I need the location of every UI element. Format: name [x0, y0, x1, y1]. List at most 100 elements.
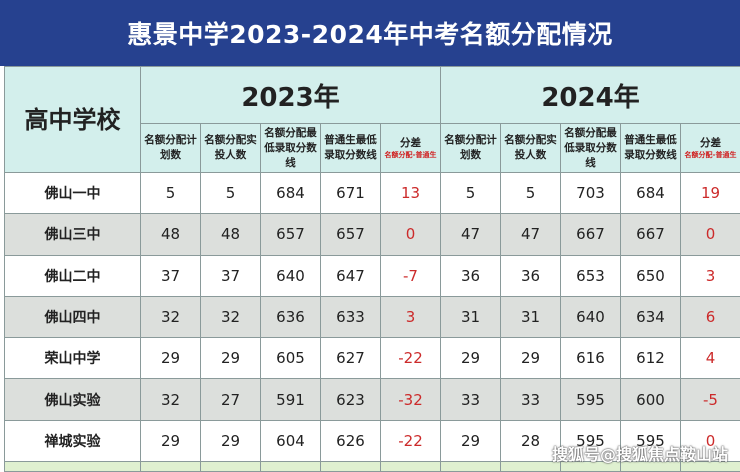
- value-cell: 640: [261, 255, 321, 296]
- diff-cell: 0: [681, 214, 740, 255]
- value-cell: 29: [141, 420, 201, 461]
- value-cell: 32: [141, 379, 201, 420]
- page-title: 惠景中学2023-2024年中考名额分配情况: [0, 0, 740, 66]
- value-cell: 595: [561, 379, 621, 420]
- empty-cell: [381, 462, 441, 472]
- column-label: 分差: [700, 137, 721, 149]
- value-cell: 47: [441, 214, 501, 255]
- diff-note: 名额分配-普通生: [381, 151, 440, 160]
- value-cell: 636: [261, 296, 321, 337]
- column-header: 分差名额分配-普通生: [381, 124, 441, 173]
- empty-cell: [141, 462, 201, 472]
- school-name: 佛山二中: [5, 255, 141, 296]
- value-cell: 650: [621, 255, 681, 296]
- column-label: 名额分配计划数: [144, 134, 197, 161]
- school-name: 佛山三中: [5, 214, 141, 255]
- diff-cell: -22: [381, 420, 441, 461]
- value-cell: 31: [441, 296, 501, 337]
- value-cell: 5: [141, 173, 201, 214]
- column-label: 名额分配实投人数: [204, 134, 257, 161]
- value-cell: 31: [501, 296, 561, 337]
- diff-cell: 6: [681, 296, 740, 337]
- value-cell: 591: [261, 379, 321, 420]
- value-cell: 29: [441, 338, 501, 379]
- column-label: 普通生最低录取分数线: [624, 134, 677, 161]
- year-header-2023: 2023年: [141, 67, 441, 124]
- column-header: 普通生最低录取分数线: [621, 124, 681, 173]
- column-header: 普通生最低录取分数线: [321, 124, 381, 173]
- value-cell: 29: [201, 420, 261, 461]
- value-cell: 36: [441, 255, 501, 296]
- value-cell: 27: [201, 379, 261, 420]
- value-cell: 29: [141, 338, 201, 379]
- value-cell: 657: [321, 214, 381, 255]
- value-cell: 37: [141, 255, 201, 296]
- column-header: 名额分配实投人数: [501, 124, 561, 173]
- column-label: 名额分配最低录取分数线: [264, 127, 317, 169]
- value-cell: 604: [261, 420, 321, 461]
- column-label: 名额分配计划数: [444, 134, 497, 161]
- diff-note: 名额分配-普通生: [681, 151, 740, 160]
- value-cell: 684: [621, 173, 681, 214]
- diff-cell: 0: [381, 214, 441, 255]
- school-header: 高中学校: [5, 67, 141, 173]
- diff-cell: -32: [381, 379, 441, 420]
- value-cell: 600: [621, 379, 681, 420]
- value-cell: 29: [501, 338, 561, 379]
- school-name: 佛山四中: [5, 296, 141, 337]
- value-cell: 627: [321, 338, 381, 379]
- column-header: 名额分配计划数: [141, 124, 201, 173]
- year-header-2024: 2024年: [441, 67, 740, 124]
- column-label: 名额分配最低录取分数线: [564, 127, 617, 169]
- watermark: 搜狐号@搜狐焦点鞍山站: [552, 441, 728, 465]
- school-name: 佛山实验: [5, 379, 141, 420]
- empty-cell: [441, 462, 501, 472]
- value-cell: 47: [501, 214, 561, 255]
- value-cell: 32: [141, 296, 201, 337]
- column-header: 名额分配计划数: [441, 124, 501, 173]
- value-cell: 653: [561, 255, 621, 296]
- value-cell: 5: [501, 173, 561, 214]
- school-name: 禅城实验: [5, 420, 141, 461]
- school-name: 佛山一中: [5, 173, 141, 214]
- value-cell: 5: [441, 173, 501, 214]
- value-cell: 667: [561, 214, 621, 255]
- value-cell: 48: [201, 214, 261, 255]
- value-cell: 5: [201, 173, 261, 214]
- quota-table: 高中学校 2023年 2024年 名额分配计划数名额分配实投人数名额分配最低录取…: [4, 66, 740, 472]
- empty-cell: [201, 462, 261, 472]
- diff-cell: -5: [681, 379, 740, 420]
- value-cell: 616: [561, 338, 621, 379]
- value-cell: 623: [321, 379, 381, 420]
- value-cell: 48: [141, 214, 201, 255]
- value-cell: 29: [201, 338, 261, 379]
- value-cell: 605: [261, 338, 321, 379]
- value-cell: 634: [621, 296, 681, 337]
- empty-cell: [321, 462, 381, 472]
- value-cell: 29: [441, 420, 501, 461]
- value-cell: 612: [621, 338, 681, 379]
- diff-cell: -22: [381, 338, 441, 379]
- column-label: 普通生最低录取分数线: [324, 134, 377, 161]
- value-cell: 626: [321, 420, 381, 461]
- value-cell: 684: [261, 173, 321, 214]
- value-cell: 36: [501, 255, 561, 296]
- column-header: 名额分配最低录取分数线: [261, 124, 321, 173]
- value-cell: 657: [261, 214, 321, 255]
- column-label: 名额分配实投人数: [504, 134, 557, 161]
- value-cell: 33: [441, 379, 501, 420]
- value-cell: 647: [321, 255, 381, 296]
- diff-cell: 4: [681, 338, 740, 379]
- empty-cell: [261, 462, 321, 472]
- value-cell: 32: [201, 296, 261, 337]
- value-cell: 671: [321, 173, 381, 214]
- diff-cell: -7: [381, 255, 441, 296]
- column-label: 分差: [400, 137, 421, 149]
- value-cell: 33: [501, 379, 561, 420]
- diff-cell: 3: [681, 255, 740, 296]
- value-cell: 633: [321, 296, 381, 337]
- column-header: 分差名额分配-普通生: [681, 124, 740, 173]
